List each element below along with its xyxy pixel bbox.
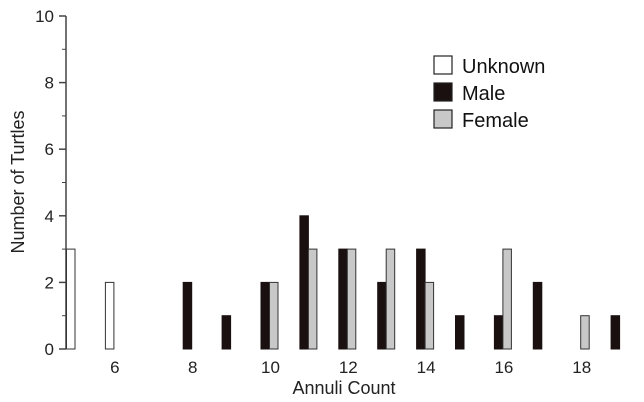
y-tick-label: 2 [45,273,54,292]
bar-male [338,248,348,350]
x-ticks: 68101214161820+ [110,358,591,377]
bar-unknown [104,281,115,350]
x-tick-label: 18 [572,358,591,377]
y-tick-label: 0 [45,340,54,359]
bar-female [269,281,279,350]
bar-male [299,215,309,350]
bar-unknown [66,248,76,350]
legend-swatch-unknown [433,55,453,75]
bar-male [610,315,621,350]
legend-label-male: Male [462,83,505,105]
x-tick-label: 6 [110,358,119,377]
legend-swatch-male [433,82,453,102]
x-tick-label: 16 [494,358,513,377]
legend-label-unknown: Unknown [462,56,545,78]
bar-male [260,281,270,350]
y-ticks: 0 2 4 6 8 10 [35,7,66,359]
x-tick-label: 14 [417,358,436,377]
bar-male [182,281,193,350]
y-axis-title: Number of Turtles [8,110,28,253]
bar-male [493,315,504,350]
bar-male [377,281,387,350]
bar-female [307,248,318,350]
bars [66,215,621,350]
legend: Unknown Male Female [433,55,545,132]
legend-swatch-female [433,109,453,129]
x-tick-label: 12 [339,358,358,377]
y-tick-label: 8 [45,74,54,93]
bar-female [385,248,396,350]
x-tick-label: 8 [188,358,197,377]
y-tick-label: 6 [45,140,54,159]
y-tick-label: 10 [35,7,54,26]
bar-female [502,248,512,350]
y-tick-label: 4 [45,207,54,226]
bar-female [580,315,590,350]
bar-male [416,248,426,350]
legend-label-female: Female [462,110,529,132]
x-axis-title: Annuli Count [292,378,395,398]
bar-female [424,281,435,350]
bar-female [346,248,357,350]
bar-male [532,281,543,350]
bar-male [221,315,232,350]
bar-male [455,315,465,350]
x-tick-label: 10 [261,358,280,377]
